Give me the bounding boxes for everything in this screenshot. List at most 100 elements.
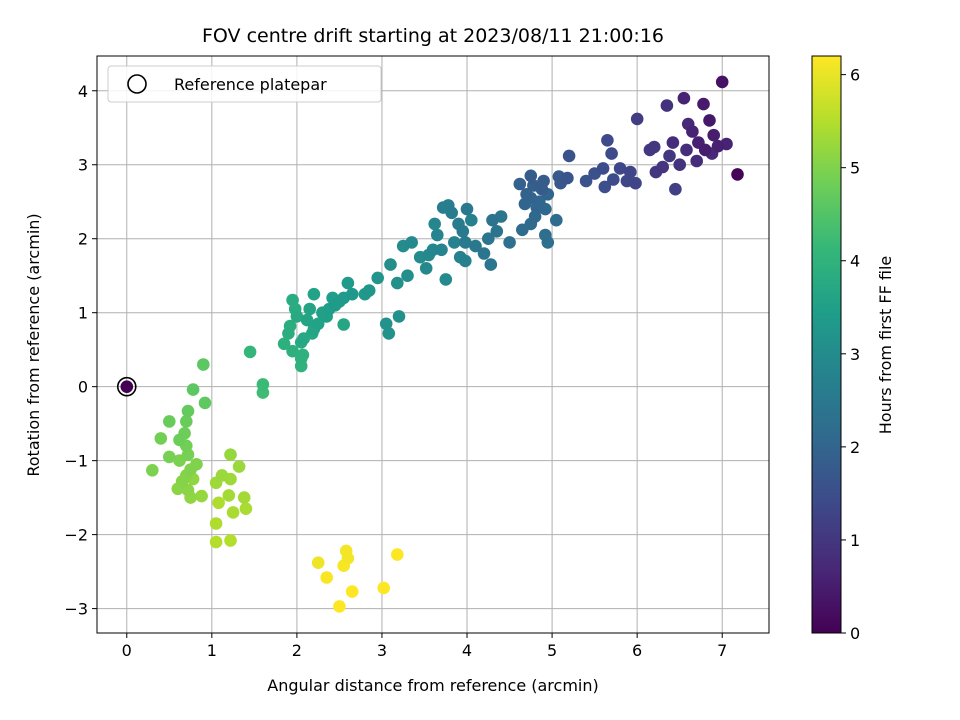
scatter-point — [224, 534, 237, 547]
legend-marker-icon — [127, 74, 147, 94]
scatter-point — [256, 378, 270, 391]
scatter-point — [697, 97, 710, 111]
scatter-point — [686, 125, 699, 138]
scatter-point — [401, 269, 414, 283]
scatter-point — [605, 147, 618, 160]
scatter-point — [562, 149, 576, 163]
legend[interactable]: Reference platepar — [107, 65, 382, 103]
scatter-point — [294, 352, 308, 365]
scatter-point — [445, 206, 459, 220]
y-tick-label: 2 — [78, 230, 88, 249]
scatter-point — [300, 313, 314, 327]
scatter-point — [703, 114, 716, 127]
y-axis-label: Rotation from reference (arcmin) — [24, 213, 43, 476]
scatter-point — [690, 154, 703, 168]
scatter-point — [320, 571, 334, 584]
scatter-point — [596, 162, 610, 175]
scatter-point — [669, 182, 682, 196]
x-tick-label: 6 — [632, 641, 642, 660]
y-axis-ticks: −3 −2 −1 0 1 2 3 4 — [64, 82, 97, 619]
x-tick-label: 5 — [547, 641, 557, 660]
scatter-point — [513, 177, 527, 191]
scatter-point — [391, 548, 404, 561]
scatter-point — [698, 143, 712, 157]
scatter-point — [656, 160, 669, 174]
scatter-point — [630, 112, 644, 126]
scatter-point — [484, 258, 498, 271]
scatter-point — [237, 491, 251, 504]
scatter-point — [181, 404, 195, 418]
scatter-point — [311, 556, 325, 569]
scatter-point — [460, 202, 474, 216]
scatter-point — [550, 213, 563, 227]
scatter-point — [163, 450, 176, 464]
scatter-point — [680, 143, 693, 157]
scatter-point — [209, 535, 223, 549]
legend-box — [107, 65, 382, 103]
scatter-point — [435, 243, 448, 257]
scatter-point — [232, 460, 246, 473]
chart-title: FOV centre drift starting at 2023/08/11 … — [202, 25, 664, 47]
y-tick-label: 1 — [78, 304, 88, 323]
colorbar-tick-label: 4 — [850, 252, 860, 271]
scatter-point — [186, 383, 200, 396]
scatter-point — [469, 239, 482, 253]
scatter-point — [518, 197, 532, 211]
scatter-point — [290, 310, 304, 323]
y-tick-label: −3 — [64, 600, 88, 619]
scatter-point — [198, 396, 212, 410]
x-tick-label: 1 — [207, 641, 217, 660]
scatter-point — [297, 332, 311, 345]
plot-area: 0 1 2 3 4 5 6 7 −3 −2 −1 0 1 2 3 4 — [64, 55, 770, 660]
scatter-point — [392, 310, 406, 323]
x-tick-label: 2 — [292, 641, 302, 660]
data-points — [120, 75, 744, 613]
scatter-point — [524, 169, 538, 183]
scatter-point — [333, 600, 346, 613]
scatter-point — [431, 228, 444, 242]
x-tick-label: 4 — [462, 641, 472, 660]
scatter-point — [419, 262, 433, 275]
scatter-point — [362, 284, 376, 297]
scatter-point — [715, 75, 729, 89]
scatter-point — [286, 344, 299, 358]
scatter-point — [120, 380, 134, 394]
scatter-point — [345, 585, 359, 598]
scatter-point — [337, 318, 351, 331]
scatter-point — [465, 213, 478, 227]
colorbar-tick-label: 1 — [850, 531, 860, 550]
scatter-point — [647, 140, 661, 154]
y-tick-label: −2 — [64, 526, 88, 545]
x-axis-ticks: 0 1 2 3 4 5 6 7 — [122, 633, 727, 660]
scatter-point — [459, 254, 472, 268]
colorbar-gradient — [812, 56, 841, 633]
scatter-point — [215, 469, 229, 482]
scatter-point — [345, 287, 359, 301]
colorbar-tick-label: 5 — [850, 159, 860, 178]
scatter-point — [239, 502, 253, 515]
scatter-point — [379, 317, 393, 331]
scatter-point — [520, 188, 533, 201]
scatter-point — [601, 134, 614, 147]
scatter-point — [277, 337, 291, 351]
scatter-point — [516, 223, 529, 237]
scatter-point — [391, 276, 404, 290]
scatter-point — [482, 232, 495, 245]
scatter-point — [184, 463, 197, 476]
scatter-point — [486, 213, 499, 227]
scatter-point — [459, 236, 472, 249]
scatter-point — [428, 217, 442, 231]
scatter-point — [677, 91, 691, 105]
scatter-point — [222, 489, 236, 502]
scatter-point — [180, 415, 193, 428]
scatter-point — [539, 228, 552, 242]
scatter-point — [341, 276, 355, 290]
scatter-point — [195, 489, 208, 503]
colorbar-tick-label: 2 — [850, 438, 860, 457]
scatter-point — [711, 139, 725, 153]
y-tick-label: −1 — [64, 452, 88, 471]
scatter-point — [439, 273, 453, 286]
reference-point-marker — [116, 376, 137, 397]
scatter-point — [209, 517, 223, 530]
